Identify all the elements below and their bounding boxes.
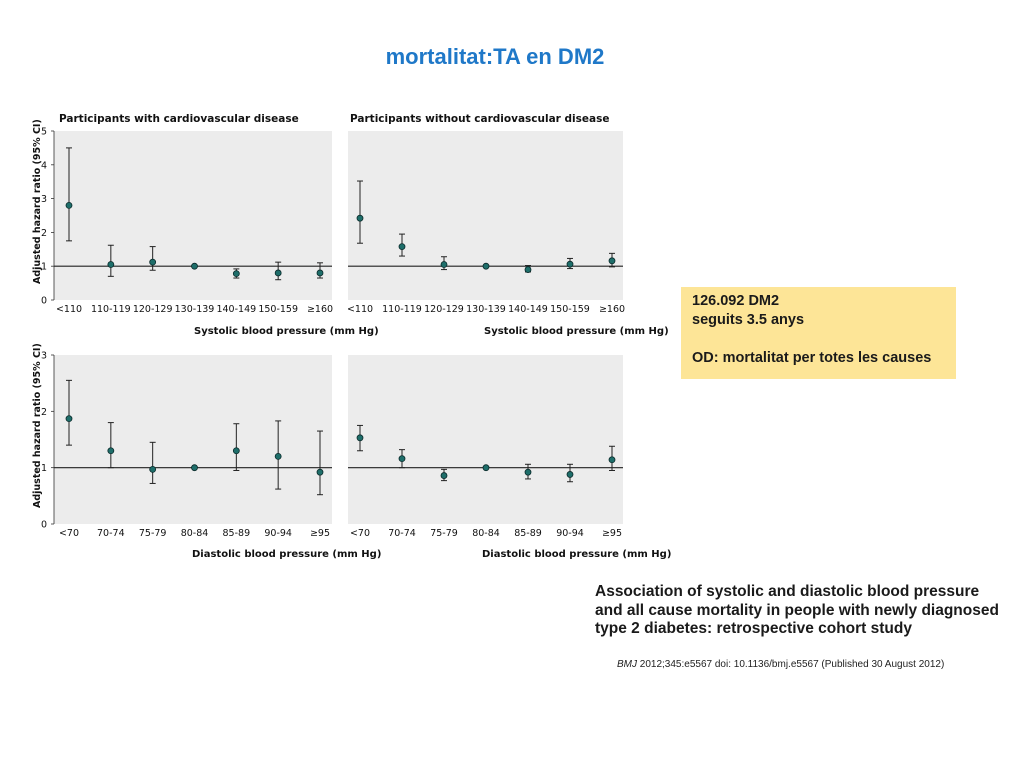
data-point xyxy=(566,260,574,268)
info-box-line-2: seguits 3.5 anys xyxy=(692,312,805,328)
x-tick-label: 70-74 xyxy=(97,528,125,539)
y-tick-label: 1 xyxy=(41,463,47,474)
x-tick-label: <70 xyxy=(59,528,79,539)
data-point xyxy=(65,201,73,209)
data-point xyxy=(608,257,616,265)
x-tick-label: 150-159 xyxy=(550,304,590,315)
x-tick-label: 80-84 xyxy=(472,528,500,539)
y-tick-label: 2 xyxy=(41,228,47,239)
x-tick-label: 85-89 xyxy=(514,528,542,539)
y-tick-label: 4 xyxy=(41,160,47,171)
x-axis-label-diastolic-right: Diastolic blood pressure (mm Hg) xyxy=(482,549,672,560)
data-point xyxy=(149,258,157,266)
data-point xyxy=(608,456,616,464)
data-point xyxy=(65,415,73,423)
info-box: 126.092 DM2 seguits 3.5 anys OD: mortali… xyxy=(681,287,956,379)
x-tick-label: ≥95 xyxy=(602,528,622,539)
x-tick-label: 110-119 xyxy=(382,304,422,315)
y-tick-label: 0 xyxy=(41,296,47,307)
data-point xyxy=(232,270,240,278)
data-point xyxy=(566,471,574,478)
data-point xyxy=(149,465,157,473)
x-tick-label: 90-94 xyxy=(264,528,292,539)
x-axis-label-diastolic-left: Diastolic blood pressure (mm Hg) xyxy=(192,549,382,560)
y-tick-label: 2 xyxy=(41,407,47,418)
data-point xyxy=(191,262,198,270)
x-tick-label: ≥160 xyxy=(599,304,625,315)
x-axis-label-systolic-right: Systolic blood pressure (mm Hg) xyxy=(484,326,669,337)
forest-plot-diastolic-with-cvd: 0 1 2 3 <70 70-74 75-79 80-84 85-89 90-94 ≥95 xyxy=(41,351,332,539)
x-tick-label: 120-129 xyxy=(133,304,173,315)
x-tick-label: 110-119 xyxy=(91,304,131,315)
x-tick-label: 85-89 xyxy=(223,528,251,539)
x-axis-label-systolic-left: Systolic blood pressure (mm Hg) xyxy=(194,326,379,337)
x-tick-label: ≥95 xyxy=(310,528,330,539)
citation-journal: BMJ xyxy=(617,659,637,670)
x-tick-label: 80-84 xyxy=(181,528,209,539)
data-point xyxy=(107,447,115,455)
data-point xyxy=(274,453,282,460)
data-point xyxy=(316,468,324,476)
plot-background xyxy=(54,355,332,524)
panel-title-without-cvd: Participants without cardiovascular dise… xyxy=(350,113,610,125)
citation: BMJ 2012;345:e5567 doi: 10.1136/bmj.e556… xyxy=(617,659,944,670)
data-point xyxy=(316,269,324,277)
data-point xyxy=(482,464,490,472)
data-point xyxy=(524,468,532,476)
x-tick-label: <70 xyxy=(350,528,370,539)
data-point xyxy=(440,472,448,479)
data-point xyxy=(524,266,532,273)
x-tick-label: 70-74 xyxy=(388,528,416,539)
plot-background xyxy=(348,131,623,300)
x-tick-label: 120-129 xyxy=(424,304,464,315)
info-box-line-1: 126.092 DM2 xyxy=(692,293,780,309)
data-point xyxy=(107,261,115,268)
x-tick-label: 140-149 xyxy=(508,304,548,315)
x-tick-label: ≥160 xyxy=(307,304,333,315)
data-point xyxy=(356,214,364,222)
data-point xyxy=(191,464,198,472)
data-point xyxy=(440,261,448,268)
data-point xyxy=(398,243,406,250)
data-point xyxy=(232,447,240,455)
panel-title-with-cvd: Participants with cardiovascular disease xyxy=(59,113,299,125)
data-point xyxy=(356,434,364,442)
x-tick-label: <110 xyxy=(347,304,373,315)
citation-details: 2012;345:e5567 doi: 10.1136/bmj.e5567 (P… xyxy=(637,659,945,670)
forest-plot-systolic-with-cvd: 0 1 2 3 4 5 <110 110-119 120-129 130-139 140-149 15… xyxy=(41,127,333,316)
y-tick-label: 5 xyxy=(41,127,47,138)
forest-plot-diastolic-without-cvd: <70 70-74 75-79 80-84 85-89 90-94 ≥95 xyxy=(348,355,623,539)
x-tick-label: 130-139 xyxy=(466,304,506,315)
x-tick-label: 140-149 xyxy=(216,304,256,315)
x-tick-label: 90-94 xyxy=(556,528,584,539)
y-tick-label: 0 xyxy=(41,520,47,531)
y-tick-label: 3 xyxy=(41,194,47,205)
data-point xyxy=(482,262,490,270)
info-box-line-3 xyxy=(692,330,945,349)
plot-background xyxy=(54,131,332,300)
x-tick-label: <110 xyxy=(56,304,82,315)
x-tick-label: 150-159 xyxy=(258,304,298,315)
study-title: Association of systolic and diastolic bl… xyxy=(595,583,999,637)
y-tick-label: 1 xyxy=(41,262,47,273)
info-box-line-4: OD: mortalitat per totes les causes xyxy=(692,350,932,366)
forest-plot-systolic-without-cvd: <110 110-119 120-129 130-139 140-149 150-159 ≥… xyxy=(347,131,625,315)
plot-background xyxy=(348,355,623,524)
x-tick-label: 75-79 xyxy=(139,528,167,539)
data-point xyxy=(274,269,282,277)
x-tick-label: 75-79 xyxy=(430,528,458,539)
y-tick-label: 3 xyxy=(41,351,47,362)
x-tick-label: 130-139 xyxy=(175,304,215,315)
data-point xyxy=(398,455,406,463)
slide-title: mortalitat:TA en DM2 xyxy=(385,44,605,69)
